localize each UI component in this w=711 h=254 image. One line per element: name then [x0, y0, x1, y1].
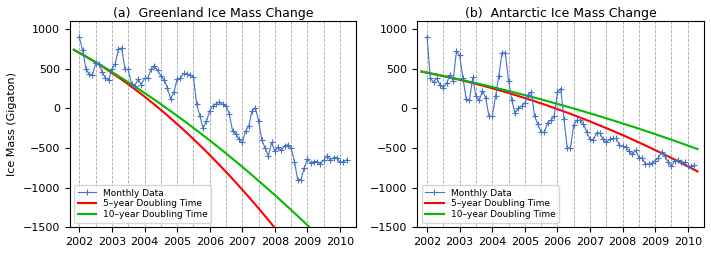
Line: 5–year Doubling Time: 5–year Doubling Time — [74, 50, 350, 254]
10–year Doubling Time — [270, 193, 279, 196]
Monthly Data — [582, 131, 591, 134]
10–year Doubling Time — [527, 95, 535, 98]
Line: Monthly Data: Monthly Data — [77, 34, 349, 183]
Line: 10–year Doubling Time: 10–year Doubling Time — [422, 72, 697, 149]
5–year Doubling Time — [103, 68, 112, 71]
10–year Doubling Time — [179, 119, 188, 122]
10–year Doubling Time — [243, 170, 252, 173]
Monthly Data — [131, 85, 139, 88]
5–year Doubling Time — [269, 224, 277, 227]
Monthly Data — [631, 149, 640, 152]
5–year Doubling Time — [243, 194, 252, 197]
Monthly Data — [267, 141, 276, 144]
Y-axis label: Ice Mass (Gigaton): Ice Mass (Gigaton) — [7, 72, 17, 176]
Title: (a)  Greenland Ice Mass Change: (a) Greenland Ice Mass Change — [113, 7, 314, 20]
Monthly Data — [284, 143, 292, 146]
Monthly Data — [462, 97, 471, 100]
10–year Doubling Time — [103, 68, 112, 71]
10–year Doubling Time — [618, 122, 626, 125]
Monthly Data — [479, 89, 487, 92]
10–year Doubling Time — [70, 48, 78, 51]
Legend: Monthly Data, 5–year Doubling Time, 10–year Doubling Time: Monthly Data, 5–year Doubling Time, 10–y… — [74, 185, 211, 223]
5–year Doubling Time — [591, 122, 599, 125]
10–year Doubling Time — [269, 192, 277, 195]
Title: (b)  Antarctic Ice Mass Change: (b) Antarctic Ice Mass Change — [465, 7, 656, 20]
Monthly Data — [439, 86, 448, 89]
5–year Doubling Time — [507, 92, 515, 96]
Line: 5–year Doubling Time: 5–year Doubling Time — [422, 72, 697, 171]
5–year Doubling Time — [159, 111, 168, 114]
Line: 10–year Doubling Time: 10–year Doubling Time — [74, 50, 350, 254]
Monthly Data — [75, 36, 84, 39]
Monthly Data — [690, 164, 698, 167]
10–year Doubling Time — [417, 70, 426, 73]
Monthly Data — [342, 158, 351, 162]
5–year Doubling Time — [270, 226, 279, 229]
Legend: Monthly Data, 5–year Doubling Time, 10–year Doubling Time: Monthly Data, 5–year Doubling Time, 10–y… — [422, 185, 559, 223]
Monthly Data — [294, 178, 302, 181]
Monthly Data — [235, 138, 243, 141]
10–year Doubling Time — [616, 121, 625, 124]
Monthly Data — [114, 47, 123, 50]
5–year Doubling Time — [527, 99, 535, 102]
5–year Doubling Time — [618, 133, 626, 136]
5–year Doubling Time — [70, 48, 78, 51]
5–year Doubling Time — [451, 77, 459, 80]
10–year Doubling Time — [451, 77, 459, 80]
5–year Doubling Time — [693, 170, 702, 173]
Monthly Data — [667, 165, 675, 168]
10–year Doubling Time — [159, 105, 168, 108]
5–year Doubling Time — [616, 133, 625, 136]
5–year Doubling Time — [179, 128, 188, 131]
Line: Monthly Data: Monthly Data — [424, 34, 697, 169]
Monthly Data — [423, 36, 432, 39]
5–year Doubling Time — [417, 70, 426, 73]
Monthly Data — [92, 62, 100, 65]
10–year Doubling Time — [507, 90, 515, 93]
Monthly Data — [615, 143, 624, 146]
10–year Doubling Time — [591, 113, 599, 116]
10–year Doubling Time — [693, 148, 702, 151]
